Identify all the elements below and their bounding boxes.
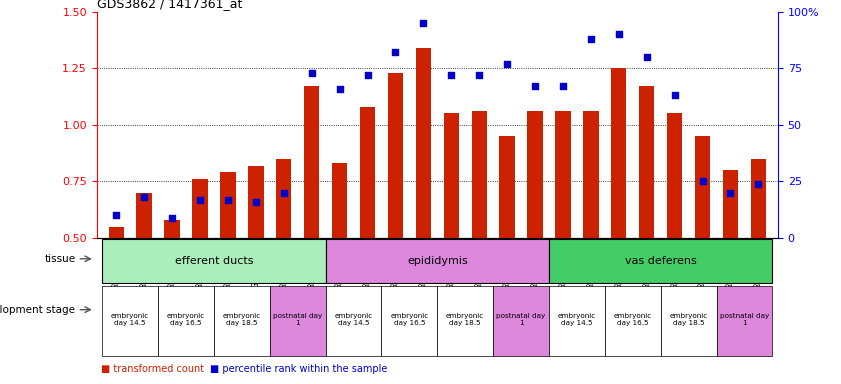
Point <box>584 36 598 42</box>
Bar <box>248 166 263 351</box>
Text: embryonic
day 14.5: embryonic day 14.5 <box>558 313 596 326</box>
Bar <box>158 286 214 356</box>
Point <box>500 61 514 67</box>
Text: embryonic
day 18.5: embryonic day 18.5 <box>669 313 708 326</box>
Point <box>445 72 458 78</box>
Text: embryonic
day 16.5: embryonic day 16.5 <box>390 313 429 326</box>
Point <box>221 197 235 203</box>
Text: embryonic
day 14.5: embryonic day 14.5 <box>111 313 150 326</box>
Bar <box>717 286 772 356</box>
Text: development stage: development stage <box>0 305 76 315</box>
Bar <box>549 239 772 283</box>
Bar <box>193 179 208 351</box>
Bar <box>304 86 320 351</box>
Bar <box>332 163 347 351</box>
Bar <box>605 286 661 356</box>
Point <box>752 180 765 187</box>
Bar <box>270 286 325 356</box>
Text: vas deferens: vas deferens <box>625 256 696 266</box>
Point <box>416 20 430 26</box>
Bar <box>555 111 571 351</box>
Bar <box>108 227 124 351</box>
Text: embryonic
day 16.5: embryonic day 16.5 <box>167 313 205 326</box>
Bar <box>388 73 403 351</box>
Bar <box>493 286 549 356</box>
Bar <box>443 114 459 351</box>
Text: ■ percentile rank within the sample: ■ percentile rank within the sample <box>210 364 388 374</box>
Text: postnatal day
1: postnatal day 1 <box>720 313 769 326</box>
Point <box>612 31 626 37</box>
Bar <box>667 114 682 351</box>
Point <box>640 54 653 60</box>
Point <box>305 70 319 76</box>
Text: GDS3862 / 1417361_at: GDS3862 / 1417361_at <box>97 0 242 10</box>
Bar <box>695 136 710 351</box>
Point <box>166 215 179 221</box>
Bar <box>583 111 599 351</box>
Text: efferent ducts: efferent ducts <box>175 256 253 266</box>
Point <box>109 212 123 218</box>
Text: ■ transformed count: ■ transformed count <box>101 364 204 374</box>
Bar <box>276 159 292 351</box>
Point <box>249 199 262 205</box>
Bar <box>661 286 717 356</box>
Bar <box>165 220 180 351</box>
Text: postnatal day
1: postnatal day 1 <box>273 313 322 326</box>
Bar <box>722 170 738 351</box>
Point <box>333 86 346 92</box>
Bar <box>136 193 152 351</box>
Point <box>696 178 709 185</box>
Point <box>556 83 569 89</box>
Point <box>668 92 681 98</box>
Bar <box>549 286 605 356</box>
Text: embryonic
day 18.5: embryonic day 18.5 <box>223 313 261 326</box>
Bar <box>611 68 627 351</box>
Text: embryonic
day 14.5: embryonic day 14.5 <box>335 313 373 326</box>
Point <box>277 190 290 196</box>
Bar <box>325 286 382 356</box>
Bar <box>639 86 654 351</box>
Bar <box>382 286 437 356</box>
Text: tissue: tissue <box>45 254 76 264</box>
Bar <box>751 159 766 351</box>
Text: embryonic
day 16.5: embryonic day 16.5 <box>614 313 652 326</box>
Bar <box>214 286 270 356</box>
Point <box>193 197 207 203</box>
Bar <box>415 48 431 351</box>
Bar <box>360 107 375 351</box>
Point <box>361 72 374 78</box>
Point <box>473 72 486 78</box>
Text: epididymis: epididymis <box>407 256 468 266</box>
Bar <box>325 239 549 283</box>
Bar <box>103 286 158 356</box>
Bar <box>103 239 325 283</box>
Text: postnatal day
1: postnatal day 1 <box>496 313 546 326</box>
Bar <box>437 286 493 356</box>
Bar <box>500 136 515 351</box>
Point <box>724 190 738 196</box>
Point <box>137 194 151 200</box>
Point <box>528 83 542 89</box>
Bar <box>527 111 542 351</box>
Point <box>389 49 402 55</box>
Bar <box>472 111 487 351</box>
Text: embryonic
day 18.5: embryonic day 18.5 <box>446 313 484 326</box>
Bar <box>220 172 235 351</box>
